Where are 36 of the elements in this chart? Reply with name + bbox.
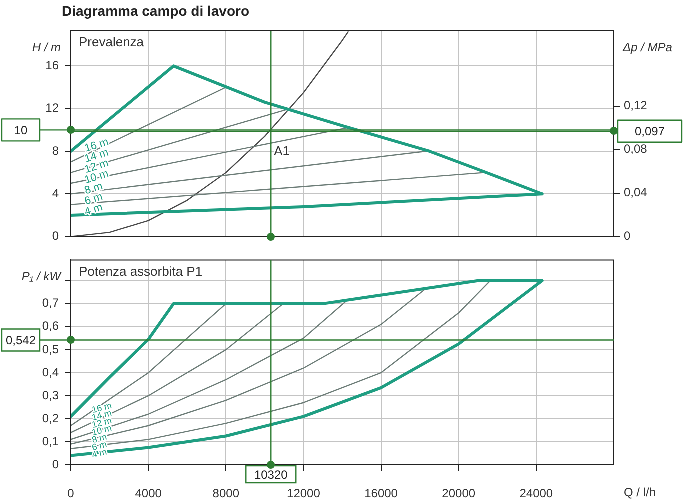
y-axis-title: H / m	[32, 40, 61, 54]
y-tick-label: 0,6	[42, 319, 60, 334]
y-tick-label: 0	[52, 229, 60, 244]
y-tick-label: 12	[46, 101, 60, 116]
ref-line-label: 0,097	[634, 124, 666, 139]
annotation: A1	[274, 144, 290, 159]
y-tick-label: 16	[46, 58, 60, 72]
x-tick-label: 16000	[364, 486, 398, 501]
y-tick-label: 0,4	[42, 365, 60, 380]
y2-tick-label: 0,04	[624, 186, 648, 200]
x-tick-label: 8000	[212, 486, 240, 501]
y2-axis-title: Δp / MPa	[622, 40, 673, 54]
y-tick-label: 0,7	[42, 296, 60, 310]
y-tick-label: 0	[52, 457, 60, 472]
y2-tick-label: 0	[624, 229, 631, 244]
chart-subtitle: Prevalenza	[79, 34, 145, 50]
x-tick-label: 4000	[135, 486, 162, 501]
x-tick-label: 24000	[520, 486, 554, 501]
x-tick-label: 0	[68, 486, 75, 501]
y-tick-label: 8	[52, 144, 60, 158]
ref-line-label: 10	[14, 123, 28, 138]
chart-title: Diagramma campo di lavoro	[62, 3, 250, 19]
x-tick-label: 20000	[442, 486, 476, 501]
ref-line-label: 10320	[254, 468, 288, 482]
y-tick-label: 0,3	[42, 388, 60, 402]
x-axis-title: Q / l/h	[624, 485, 656, 500]
x-tick-label: 12000	[287, 486, 321, 501]
chart-subtitle: Potenza assorbita P1	[79, 264, 203, 279]
y2-tick-label: 0,12	[624, 98, 648, 113]
y-tick-label: 0,1	[42, 434, 60, 448]
y-tick-label: 4	[52, 186, 60, 200]
y-tick-label: 0,2	[42, 411, 60, 426]
y-axis-title: P₁ / kW	[22, 270, 63, 284]
y-tick-label: 0,5	[42, 342, 60, 356]
ref-line-label: 0,542	[6, 334, 36, 348]
y2-tick-label: 0,08	[624, 142, 648, 156]
